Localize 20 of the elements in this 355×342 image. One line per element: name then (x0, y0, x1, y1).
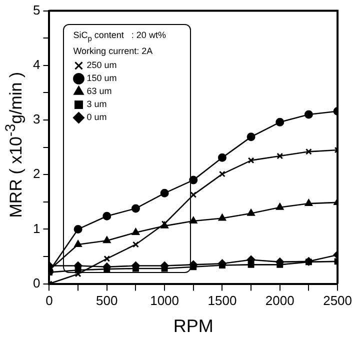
legend-label: 0 um (86, 112, 107, 122)
annotation: SiC$_{p}$ content : 20 wt% (73, 29, 166, 45)
legend-label: 3 um (86, 99, 107, 110)
y-tick-label: 2 (32, 166, 40, 182)
x-tick-label: 500 (96, 293, 118, 308)
annotation: Working current: 2A (73, 44, 154, 58)
y-tick-label: 3 (32, 112, 40, 127)
x-axis-title: RPM (173, 316, 214, 336)
y-tick-label: 5 (32, 2, 40, 18)
legend-label: 250 um (86, 60, 117, 70)
x-tick-label: 1500 (208, 293, 237, 308)
legend-label: 63 um (86, 86, 112, 96)
y-tick-label: 0 (32, 275, 40, 290)
legend-label: 150 um (86, 73, 117, 84)
x-tick-label: 0 (46, 293, 53, 308)
y-tick-label: 4 (32, 56, 40, 72)
x-tick-label: 2000 (265, 293, 294, 308)
x-tick-label: 2500 (323, 293, 352, 308)
x-tick-label: 1000 (150, 293, 180, 308)
y-tick-label: 1 (32, 220, 40, 236)
